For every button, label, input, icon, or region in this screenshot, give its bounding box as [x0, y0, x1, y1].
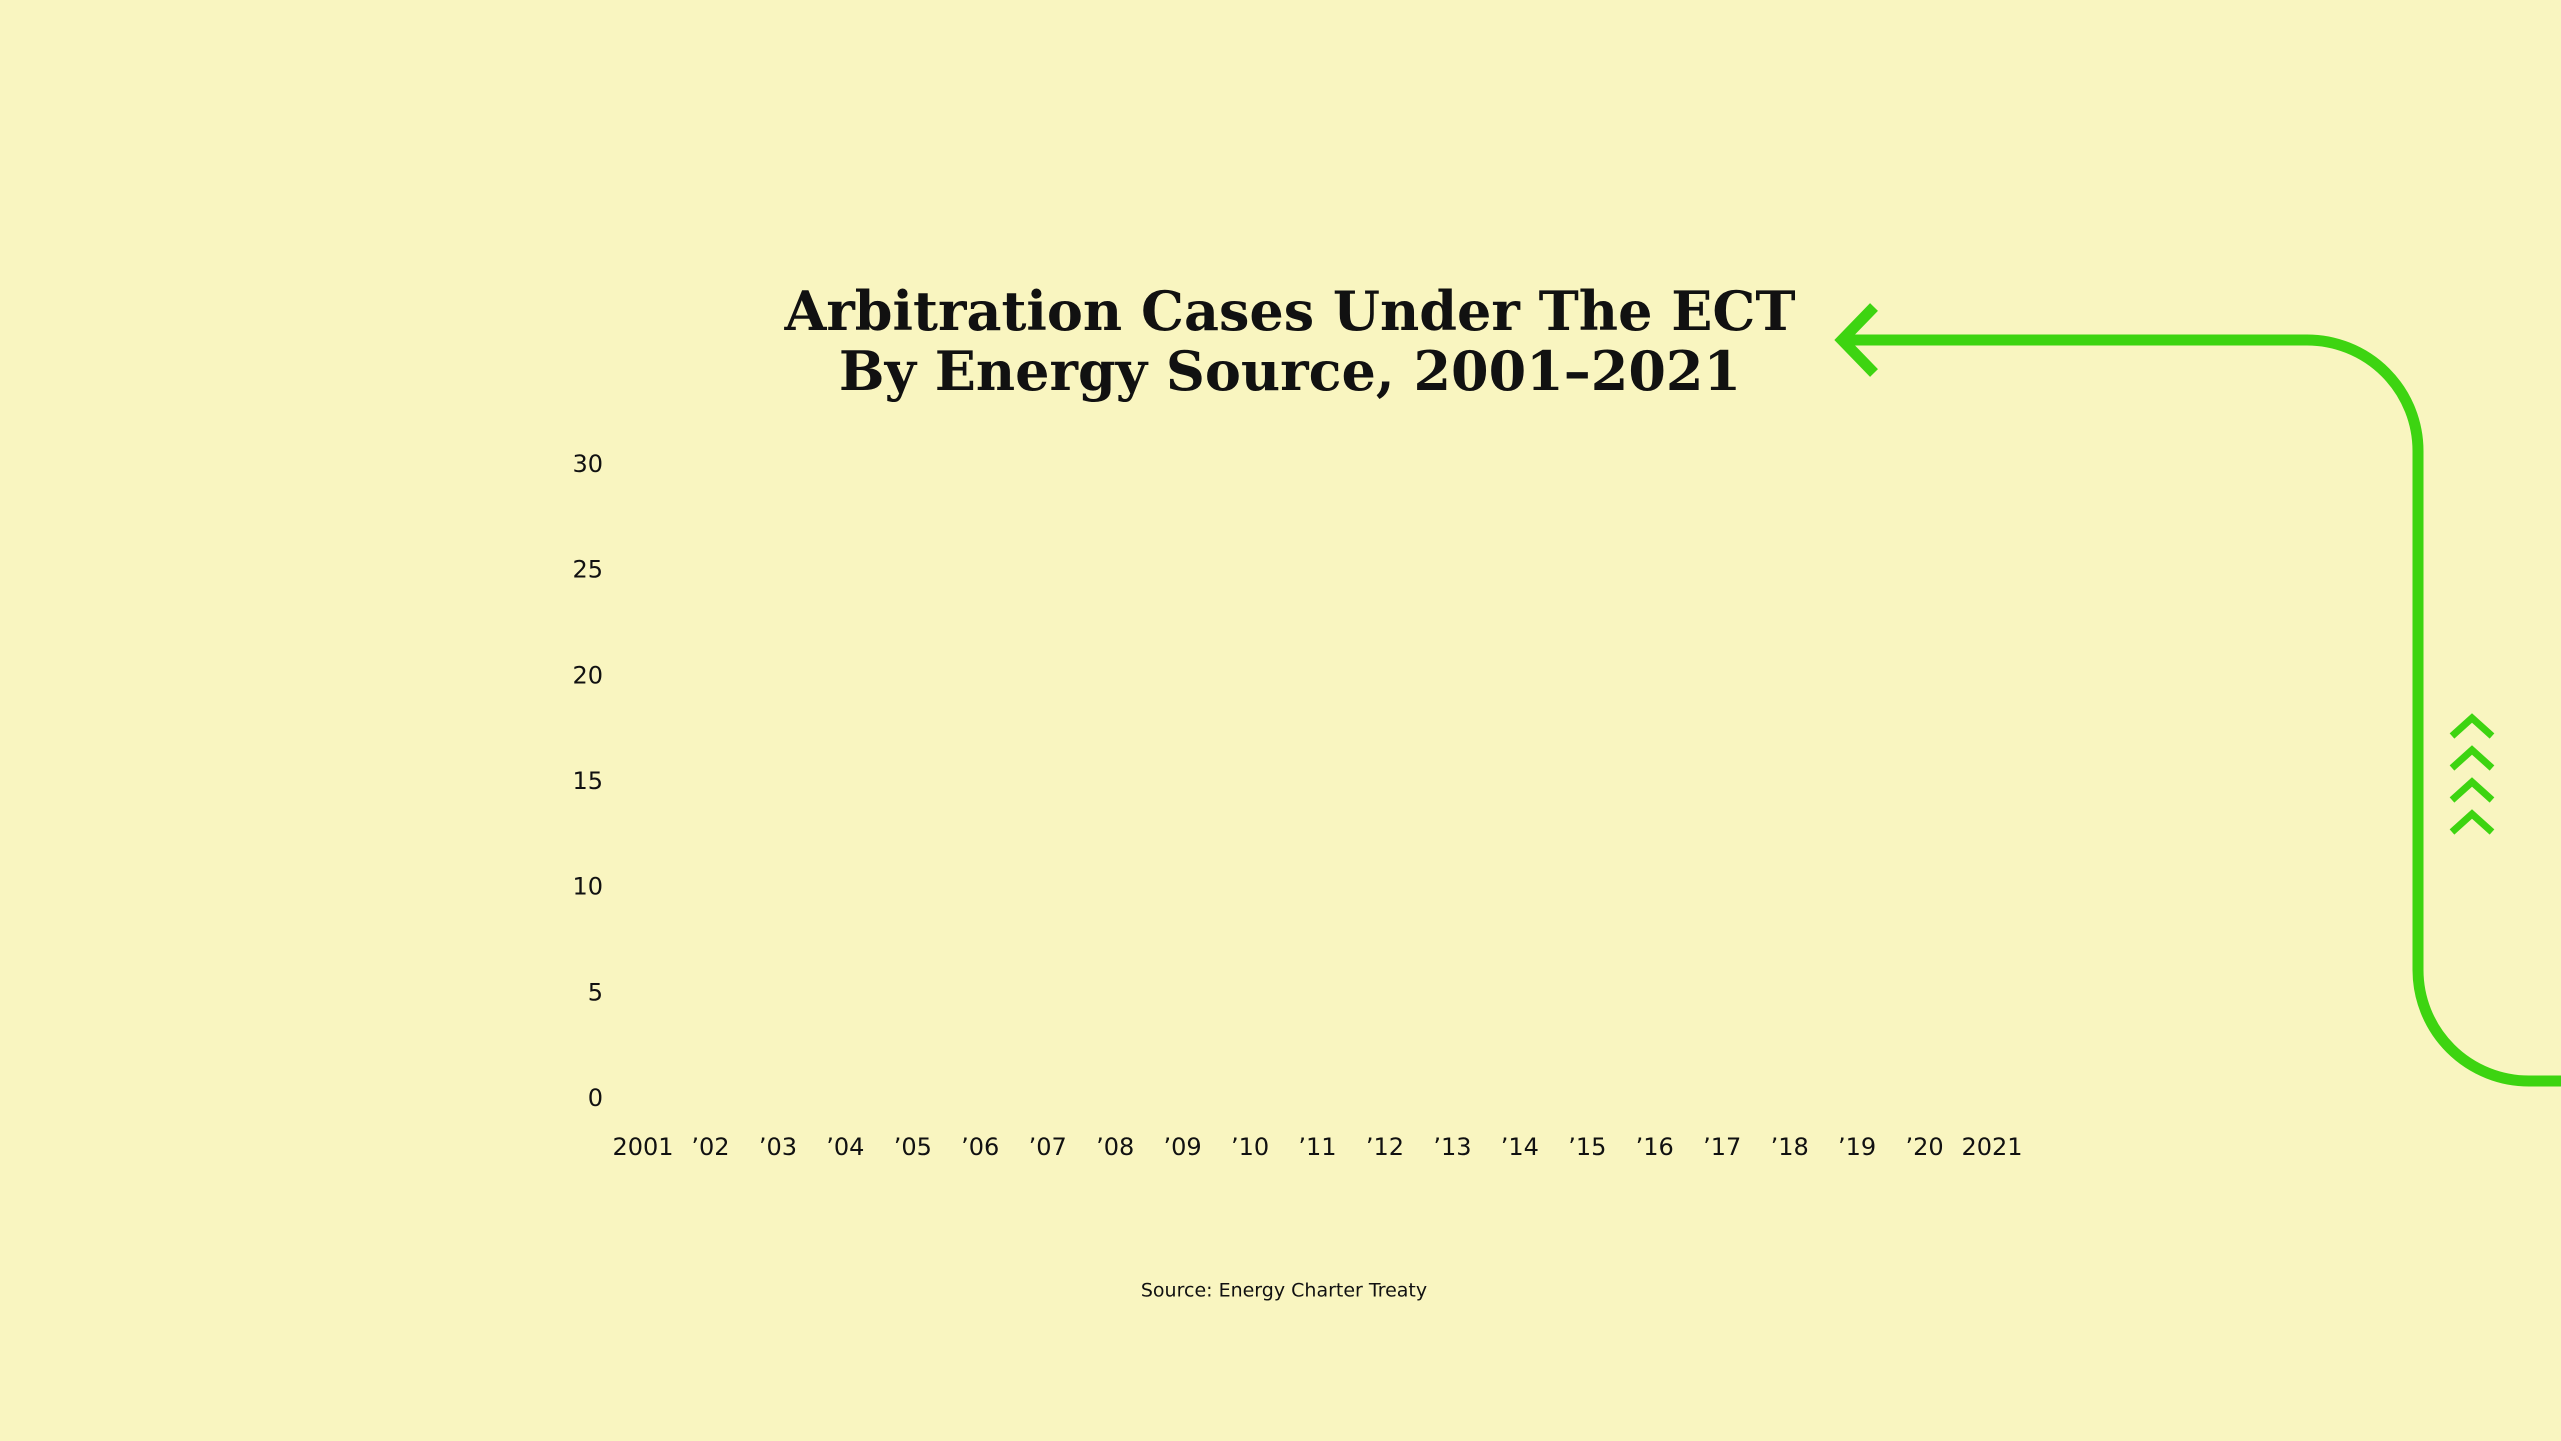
x-tick-label: ’06	[961, 1133, 999, 1161]
x-tick-label: ’15	[1568, 1133, 1606, 1161]
y-tick-label: 10	[572, 873, 603, 901]
y-tick-label: 20	[572, 661, 603, 689]
y-tick-label: 0	[588, 1084, 603, 1112]
y-tick-label: 25	[572, 556, 603, 584]
x-tick-label: ’20	[1905, 1133, 1943, 1161]
x-tick-label: ’08	[1096, 1133, 1134, 1161]
y-tick-label: 30	[572, 450, 603, 478]
x-tick-label: 2001	[612, 1133, 673, 1161]
y-tick-label: 15	[572, 767, 603, 795]
arrow-line	[1842, 334, 2561, 1087]
x-tick-label: ’05	[894, 1133, 932, 1161]
x-tick-label: 2021	[1961, 1133, 2022, 1161]
x-tick-label: ’12	[1366, 1133, 1404, 1161]
x-tick-label: ’19	[1838, 1133, 1876, 1161]
chart-title: Arbitration Cases Under The ECT	[783, 279, 1795, 343]
decor-arrow	[1834, 303, 2561, 1087]
x-tick-label: ’10	[1231, 1133, 1269, 1161]
x-tick-label: ’14	[1501, 1133, 1539, 1161]
y-tick-label: 5	[588, 978, 603, 1006]
x-tick-label: ’02	[691, 1133, 729, 1161]
x-tick-label: ’13	[1433, 1133, 1471, 1161]
x-tick-label: ’09	[1164, 1133, 1202, 1161]
x-tick-label: ’07	[1029, 1133, 1067, 1161]
chart-subtitle: By Energy Source, 2001–2021	[839, 339, 1741, 403]
x-tick-label: ’11	[1298, 1133, 1336, 1161]
x-tick-label: ’16	[1636, 1133, 1674, 1161]
x-tick-label: ’04	[826, 1133, 864, 1161]
arrow-head	[1834, 303, 1878, 377]
x-tick-label: ’03	[759, 1133, 797, 1161]
chevrons	[2449, 713, 2495, 835]
x-tick-label: ’17	[1703, 1133, 1741, 1161]
x-tick-label: ’18	[1771, 1133, 1809, 1161]
source-note: Source: Energy Charter Treaty	[1141, 1280, 1427, 1302]
